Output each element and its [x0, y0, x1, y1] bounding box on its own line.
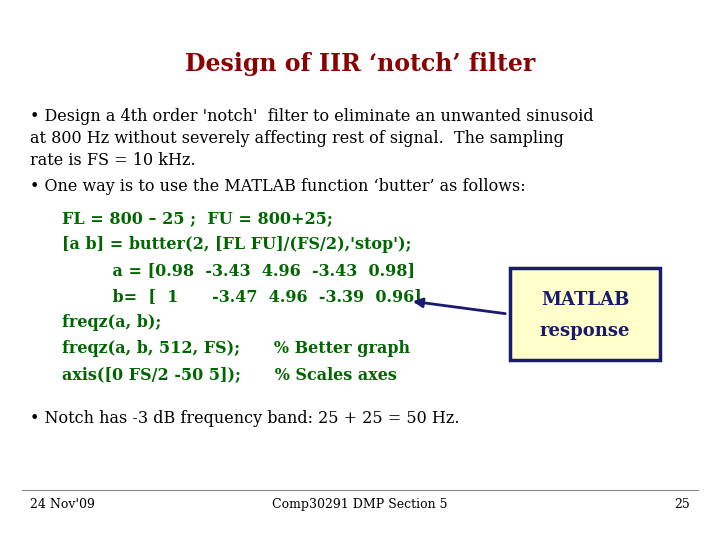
Text: rate is FS = 10 kHz.: rate is FS = 10 kHz.	[30, 152, 196, 169]
Text: FL = 800 – 25 ;  FU = 800+25;: FL = 800 – 25 ; FU = 800+25;	[62, 210, 333, 227]
Text: b=  [  1      -3.47  4.96  -3.39  0.96]: b= [ 1 -3.47 4.96 -3.39 0.96]	[90, 288, 422, 305]
Text: 25: 25	[674, 498, 690, 511]
Text: freqz(a, b, 512, FS);      % Better graph: freqz(a, b, 512, FS); % Better graph	[62, 340, 410, 357]
Bar	[510, 268, 660, 360]
Text: [a b] = butter(2, [FL FU]/(FS/2),'stop');: [a b] = butter(2, [FL FU]/(FS/2),'stop')…	[62, 236, 412, 253]
Text: MATLAB: MATLAB	[541, 291, 629, 309]
Text: • One way is to use the MATLAB function ‘butter’ as follows:: • One way is to use the MATLAB function …	[30, 178, 526, 195]
FancyArrowPatch shape	[416, 299, 505, 314]
Text: Comp30291 DMP Section 5: Comp30291 DMP Section 5	[272, 498, 448, 511]
Text: a = [0.98  -3.43  4.96  -3.43  0.98]: a = [0.98 -3.43 4.96 -3.43 0.98]	[90, 262, 415, 279]
Text: freqz(a, b);: freqz(a, b);	[62, 314, 161, 331]
Text: response: response	[540, 321, 630, 340]
Text: 24 Nov'09: 24 Nov'09	[30, 498, 95, 511]
Text: axis([0 FS/2 -50 5]);      % Scales axes: axis([0 FS/2 -50 5]); % Scales axes	[62, 366, 397, 383]
Text: at 800 Hz without severely affecting rest of signal.  The sampling: at 800 Hz without severely affecting res…	[30, 130, 564, 147]
Text: • Design a 4th order 'notch'  filter to eliminate an unwanted sinusoid: • Design a 4th order 'notch' filter to e…	[30, 108, 593, 125]
Text: Design of IIR ‘notch’ filter: Design of IIR ‘notch’ filter	[185, 52, 535, 76]
Text: • Notch has -3 dB frequency band: 25 + 25 = 50 Hz.: • Notch has -3 dB frequency band: 25 + 2…	[30, 410, 459, 427]
